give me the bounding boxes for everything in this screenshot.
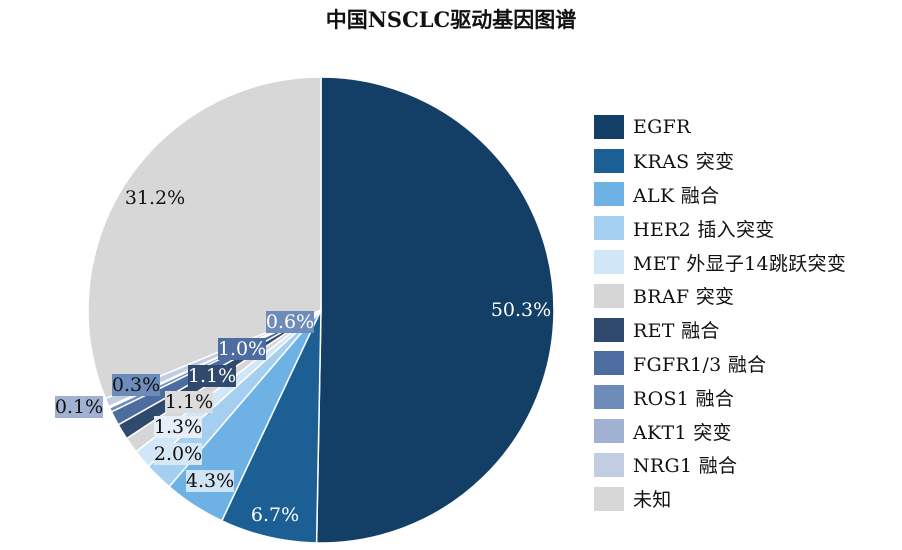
legend-item: FGFR1/3 融合 <box>594 347 894 381</box>
legend-item: ALK 融合 <box>594 178 894 212</box>
legend-label: FGFR1/3 融合 <box>633 353 767 376</box>
legend-swatch <box>594 452 624 477</box>
data-label: 0.6% <box>266 311 314 333</box>
legend-item: 未知 <box>594 482 894 516</box>
legend-label: 未知 <box>633 489 672 512</box>
legend-label: KRAS 突变 <box>633 151 735 174</box>
data-label-box <box>55 396 103 418</box>
data-label-box <box>186 470 234 492</box>
data-label: 1.1% <box>165 391 213 413</box>
data-label-box <box>218 338 266 360</box>
data-label: 4.3% <box>186 470 234 492</box>
legend-swatch <box>594 317 624 342</box>
chart-title: 中国NSCLC驱动基因图谱 <box>325 7 577 32</box>
data-label: 0.1% <box>55 396 103 418</box>
legend-item: MET 外显子14跳跃突变 <box>594 245 894 279</box>
legend-item: NRG1 融合 <box>594 448 894 482</box>
data-label: 6.7% <box>251 504 299 526</box>
legend-label: ALK 融合 <box>633 184 720 207</box>
pie-slice <box>87 76 322 400</box>
legend-item: RET 融合 <box>594 313 894 347</box>
legend-item: HER2 插入突变 <box>594 211 894 245</box>
legend-swatch <box>594 114 624 139</box>
legend-label: MET 外显子14跳跃突变 <box>633 252 847 275</box>
pie-slice <box>315 76 555 544</box>
legend-label: HER2 插入突变 <box>633 218 775 241</box>
legend-swatch <box>594 148 624 173</box>
data-label: 50.3% <box>491 299 551 321</box>
data-label-box <box>165 391 213 413</box>
legend-label: NRG1 融合 <box>633 455 738 478</box>
legend-swatch <box>594 486 624 511</box>
legend-swatch <box>594 385 624 410</box>
data-label-box <box>112 374 160 396</box>
data-label: 2.0% <box>154 443 202 465</box>
legend-item: ROS1 融合 <box>594 380 894 414</box>
legend-label: ROS1 融合 <box>633 387 735 410</box>
legend-label: EGFR <box>633 115 691 138</box>
data-label-box <box>188 365 236 387</box>
legend-swatch <box>594 182 624 207</box>
legend-swatch <box>594 216 624 241</box>
legend-swatch <box>594 283 624 308</box>
legend-item: AKT1 突变 <box>594 414 894 448</box>
legend-item: BRAF 突变 <box>594 279 894 313</box>
data-label: 1.0% <box>218 338 266 360</box>
legend-label: AKT1 突变 <box>633 421 732 444</box>
legend-swatch <box>594 250 624 275</box>
legend-label: BRAF 突变 <box>633 286 735 309</box>
legend-swatch <box>594 419 624 444</box>
legend-label: RET 融合 <box>633 320 720 343</box>
data-label-box <box>266 311 314 333</box>
legend-item: EGFR <box>594 110 894 144</box>
data-label-box <box>154 416 202 438</box>
legend-item: KRAS 突变 <box>594 144 894 178</box>
data-label: 1.3% <box>154 416 202 438</box>
legend-swatch <box>594 351 624 376</box>
data-label: 31.2% <box>125 187 185 209</box>
data-label: 1.1% <box>188 365 236 387</box>
data-label-box <box>154 443 202 465</box>
data-label: 0.3% <box>112 374 160 396</box>
chart-legend: EGFR KRAS 突变 ALK 融合 HER2 插入突变 MET 外显子14跳跃突变 B… <box>594 110 894 516</box>
